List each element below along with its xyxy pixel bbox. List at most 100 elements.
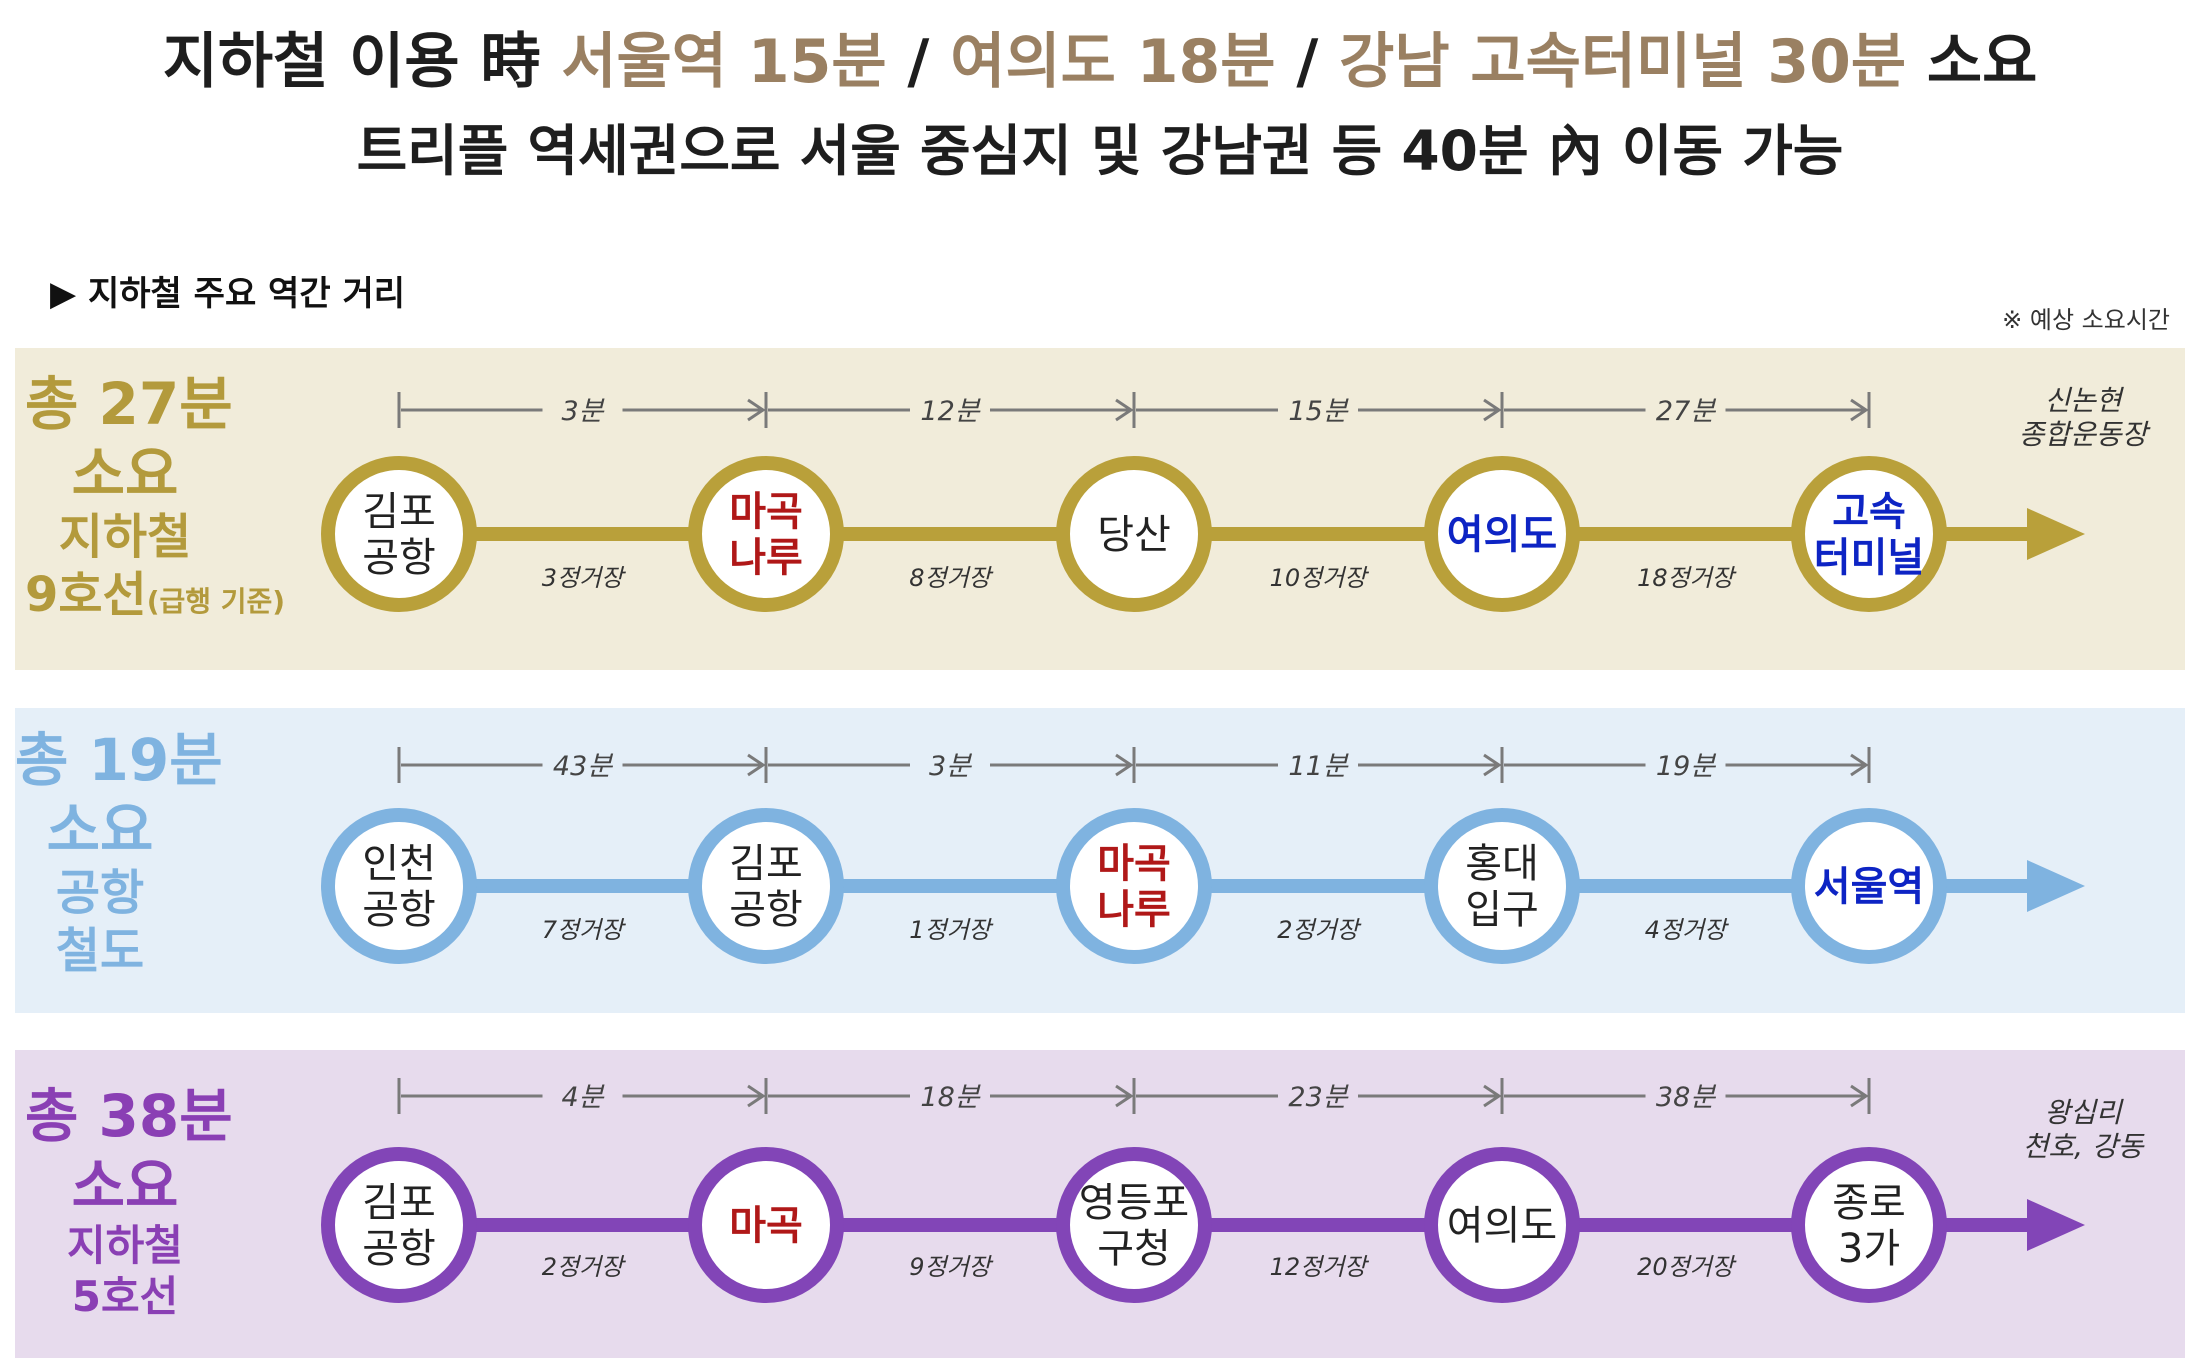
route-arrowhead [2027, 860, 2085, 912]
time-label: 19분 [1656, 751, 1716, 782]
time-label-bg [1645, 745, 1726, 785]
station-name: 김포 [729, 841, 803, 887]
interval-arrowhead [747, 398, 766, 422]
station-circle [1791, 1147, 1947, 1303]
station-name: 영등포 [1079, 1180, 1189, 1226]
station-circle [1056, 808, 1212, 964]
time-label-bg [1278, 745, 1358, 785]
route-arrowhead [2027, 508, 2085, 560]
station-name: 공항 [729, 887, 803, 933]
station-name: 구청 [1097, 1226, 1171, 1272]
interval-arrowhead [1115, 398, 1134, 422]
station-name: 고속 [1832, 489, 1906, 535]
station-circle [1424, 1147, 1580, 1303]
station-circle [1791, 456, 1947, 612]
time-label-bg [910, 1076, 990, 1116]
station: 여의도 [1424, 1147, 1580, 1303]
line-label-row: 철도 [55, 922, 145, 979]
headline-gangnam-time: 강남 고속터미널 30분 [1339, 27, 1907, 97]
time-label: 27분 [1656, 396, 1716, 427]
destination-label: 종합운동장 [2019, 418, 2151, 451]
time-label: 3분 [929, 751, 972, 782]
station-circle [1056, 1147, 1212, 1303]
line-label: 총 38분 소요 지하철 5호선 [25, 1082, 233, 1322]
station-circle [1424, 456, 1580, 612]
station-name: 공항 [362, 1226, 436, 1272]
stops-label: 2정거장 [542, 1253, 626, 1281]
station-circle [688, 456, 844, 612]
headline-prefix: 지하철 이용 時 [162, 27, 562, 97]
time-label: 38분 [1656, 1082, 1716, 1113]
line-label-row: 공항 [55, 865, 145, 922]
station-name: 공항 [362, 535, 436, 581]
stops-label: 4정거장 [1645, 916, 1729, 944]
headline-line2: 트리플 역세권으로 서울 중심지 및 강남권 등 40분 內 이동 가능 [356, 119, 1844, 183]
station-name: 마곡 [729, 489, 803, 535]
line-label-row: 총 27분 [25, 370, 233, 438]
time-label-bg [1278, 1076, 1358, 1116]
section-title: ▶ 지하철 주요 역간 거리 [50, 274, 406, 314]
line-band-airport: 총 19분 소요 공항 철도 43분 7정거장 3분 1정거장 11분 2정거장 19분 4정거장 인천… [15, 708, 2185, 1013]
station-circle [1791, 808, 1947, 964]
station: 당산 [1056, 456, 1212, 612]
station-circle [688, 808, 844, 964]
line-label-small: (급행 기준) [146, 584, 286, 618]
headline-suffix: 소요 [1906, 27, 2038, 97]
station-circle [321, 1147, 477, 1303]
interval-arrowhead [747, 1084, 766, 1108]
stops-label: 3정거장 [542, 564, 626, 592]
line-label-row: 소요 [71, 1151, 179, 1220]
station-name: 김포 [362, 1180, 436, 1226]
time-label: 23분 [1288, 1082, 1348, 1113]
interval-arrowhead [1850, 753, 1869, 777]
interval-arrowhead [747, 753, 766, 777]
time-label-bg [1645, 390, 1726, 430]
destination-label: 왕십리 [2044, 1096, 2124, 1129]
time-label-bg [542, 745, 623, 785]
interval-arrowhead [1115, 1084, 1134, 1108]
station-name: 터미널 [1814, 535, 1924, 581]
station-name: 홍대 [1465, 841, 1539, 887]
stops-label: 1정거장 [909, 916, 993, 944]
headline-sep1: / [886, 27, 951, 97]
stops-label: 7정거장 [542, 916, 626, 944]
headline-seoul-time: 서울역 15분 [561, 27, 887, 97]
destination-label: 천호, 강동 [2023, 1130, 2145, 1163]
interval-arrowhead [1483, 753, 1502, 777]
interval-arrowhead [1850, 1084, 1869, 1108]
station-circle [321, 456, 477, 612]
line-label-row: 5호선 [71, 1271, 179, 1321]
station-name: 당산 [1097, 512, 1171, 558]
interval-arrowhead [1850, 398, 1869, 422]
time-label: 12분 [920, 396, 980, 427]
time-label: 11분 [1288, 751, 1348, 782]
station-name: 종로 [1832, 1180, 1906, 1226]
station: 여의도 [1424, 456, 1580, 612]
station-name: 3가 [1838, 1226, 1900, 1272]
stops-label: 8정거장 [909, 564, 993, 592]
stops-label: 20정거장 [1637, 1253, 1737, 1281]
station-circle [1424, 808, 1580, 964]
interval-arrowhead [1483, 398, 1502, 422]
headline-line1: 지하철 이용 時 서울역 15분 / 여의도 18분 / 강남 고속터미널 30… [0, 22, 2200, 102]
line-label-row: 9호선(급행 기준) [25, 566, 286, 623]
time-label-bg [542, 390, 623, 430]
station-name: 공항 [362, 887, 436, 933]
destination-label: 신논현 [2044, 384, 2125, 417]
time-label: 43분 [553, 751, 613, 782]
station: 서울역 [1791, 808, 1947, 964]
station-name: 나루 [1097, 887, 1171, 933]
line-band-9: 총 27분 소요 지하철 9호선(급행 기준) 3분 3정거장 12분 8정거장 15분 10정거… [15, 348, 2185, 670]
time-label-bg [542, 1076, 623, 1116]
station: 고속터미널 [1791, 456, 1947, 612]
station-name: 입구 [1465, 887, 1539, 933]
stops-label: 18정거장 [1637, 564, 1737, 592]
time-label-bg [1278, 390, 1358, 430]
route-diagram: 43분7정거장3분1정거장11분2정거장19분4정거장인천공항김포공항마곡나루홍… [321, 745, 2085, 964]
